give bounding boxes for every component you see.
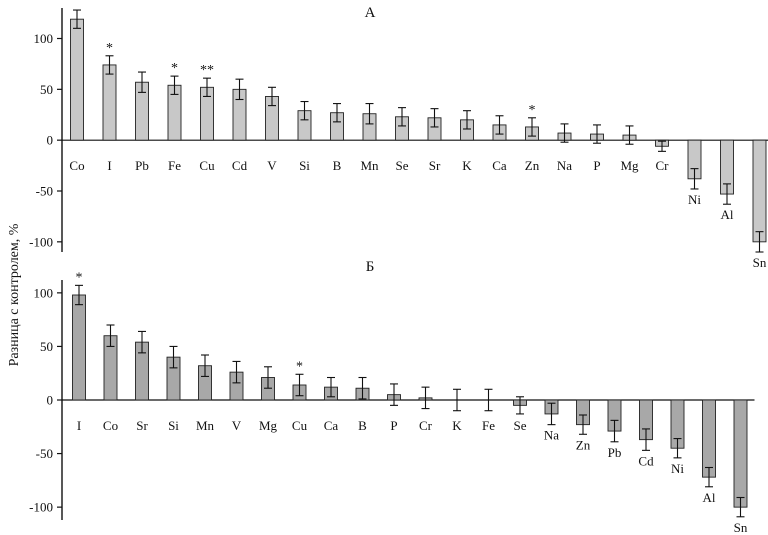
bar-Al xyxy=(702,399,716,478)
x-tick-label: Cr xyxy=(656,158,670,173)
x-tick-label: Se xyxy=(396,158,409,173)
panel-title: А xyxy=(365,5,376,21)
y-tick-label: 50 xyxy=(40,339,53,354)
x-tick-label: Ca xyxy=(492,158,507,173)
x-tick-label: Cd xyxy=(232,158,248,173)
x-tick-label: Zn xyxy=(525,158,540,173)
x-tick-label: Co xyxy=(103,418,118,433)
y-tick-label: -50 xyxy=(36,184,53,199)
x-tick-label: Sn xyxy=(734,520,748,535)
x-tick-label: V xyxy=(267,158,277,173)
bar-Sn xyxy=(752,139,767,243)
panel-a: А -100 -50 0 50 100 Co I * Pb Fe * Cu ** Cd V Si B Mn Se Sr K… xyxy=(29,5,768,270)
x-tick-label: Co xyxy=(69,158,84,173)
x-tick-label: Si xyxy=(299,158,310,173)
x-tick-label: Al xyxy=(703,490,716,505)
x-tick-label: K xyxy=(462,158,472,173)
panel-title: Б xyxy=(366,259,375,275)
x-tick-label: B xyxy=(358,418,367,433)
x-tick-label: Sr xyxy=(136,418,148,433)
bar-Co xyxy=(70,18,84,141)
y-tick-label: 50 xyxy=(40,82,53,97)
x-tick-label: Fe xyxy=(482,418,495,433)
x-tick-label: Si xyxy=(168,418,179,433)
y-tick-label: 100 xyxy=(34,31,54,46)
x-tick-label: Se xyxy=(514,418,527,433)
x-tick-label: Mn xyxy=(360,158,379,173)
y-tick-label: 0 xyxy=(47,393,54,408)
x-tick-label: Cu xyxy=(199,158,215,173)
x-tick-label: K xyxy=(452,418,462,433)
y-tick-label: 0 xyxy=(47,133,54,148)
x-tick-label: P xyxy=(390,418,397,433)
significance-mark: * xyxy=(529,103,536,118)
bar-I xyxy=(72,294,86,401)
significance-mark: ** xyxy=(200,63,214,78)
x-tick-label: I xyxy=(77,418,81,433)
x-tick-label: Fe xyxy=(168,158,181,173)
significance-mark: * xyxy=(296,359,303,374)
x-tick-label: Cd xyxy=(638,453,654,468)
x-tick-label: Ni xyxy=(688,192,701,207)
x-tick-label: Ni xyxy=(671,461,684,476)
panel-b: Б -100 -50 0 50 100 I * Co Sr Si Mn V Mg Cu * Ca B P Cr K Fe S… xyxy=(29,259,755,535)
x-tick-label: B xyxy=(333,158,342,173)
x-tick-label: Na xyxy=(557,158,572,173)
y-tick-label: -50 xyxy=(36,446,53,461)
significance-mark: * xyxy=(76,270,83,285)
bar-I xyxy=(102,64,117,141)
significance-mark: * xyxy=(106,41,113,56)
x-tick-label: Pb xyxy=(135,158,149,173)
x-tick-label: Mg xyxy=(620,158,639,173)
x-tick-label: P xyxy=(593,158,600,173)
x-tick-label: Na xyxy=(544,428,559,443)
y-tick-label: -100 xyxy=(29,234,53,249)
x-tick-label: Pb xyxy=(608,445,622,460)
x-tick-label: Sr xyxy=(429,158,441,173)
y-axis-label: Разница с контролем, % xyxy=(7,223,22,366)
x-tick-label: Mn xyxy=(196,418,215,433)
x-tick-label: Sn xyxy=(753,255,767,270)
x-tick-label: Mg xyxy=(259,418,278,433)
bar-Sn xyxy=(733,399,748,508)
y-tick-label: -100 xyxy=(29,500,53,515)
x-tick-label: Cr xyxy=(419,418,433,433)
significance-mark: * xyxy=(171,61,178,76)
x-tick-label: I xyxy=(107,158,111,173)
x-tick-label: Al xyxy=(721,207,734,222)
x-tick-label: Cu xyxy=(292,418,308,433)
x-tick-label: V xyxy=(232,418,242,433)
x-tick-label: Zn xyxy=(576,437,591,452)
x-tick-label: Ca xyxy=(324,418,339,433)
y-tick-label: 100 xyxy=(34,285,54,300)
